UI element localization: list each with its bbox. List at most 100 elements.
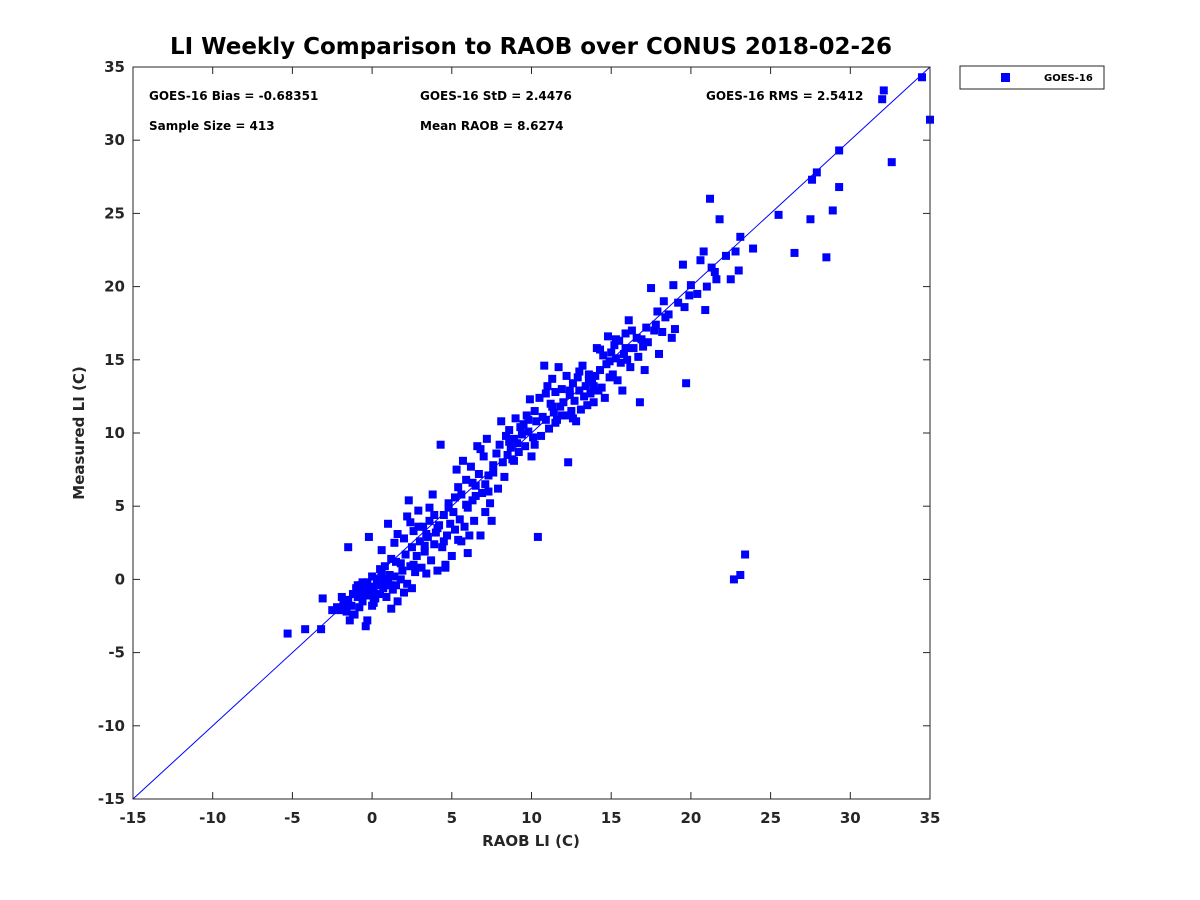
data-point xyxy=(390,538,399,547)
data-point xyxy=(433,566,442,575)
data-point xyxy=(604,332,613,341)
data-point xyxy=(401,550,410,559)
data-point xyxy=(422,569,431,578)
data-point xyxy=(618,386,627,395)
data-point xyxy=(393,597,402,606)
data-point xyxy=(356,590,365,599)
x-axis-label: RAOB LI (C) xyxy=(482,832,580,850)
data-point xyxy=(372,581,381,590)
data-point xyxy=(790,248,799,257)
data-point xyxy=(427,556,436,565)
data-point xyxy=(626,363,635,372)
data-point xyxy=(344,543,353,552)
data-point xyxy=(509,456,518,465)
y-tick-label: 0 xyxy=(115,570,125,588)
data-point xyxy=(463,549,472,558)
data-point xyxy=(597,383,606,392)
one-to-one-line xyxy=(132,66,931,800)
data-point xyxy=(481,480,490,489)
data-point xyxy=(449,508,458,517)
data-point xyxy=(419,522,428,531)
data-point xyxy=(390,572,399,581)
y-tick-label: 5 xyxy=(115,497,125,515)
data-point xyxy=(392,581,401,590)
data-point xyxy=(812,168,821,177)
data-point xyxy=(417,563,426,572)
data-point xyxy=(693,289,702,298)
data-point xyxy=(529,433,538,442)
data-point xyxy=(420,541,429,550)
data-point xyxy=(524,415,533,424)
data-point xyxy=(570,396,579,405)
data-point xyxy=(749,244,758,253)
data-point xyxy=(659,297,668,306)
data-point xyxy=(443,531,452,540)
data-point xyxy=(511,414,520,423)
data-point xyxy=(635,398,644,407)
y-tick-label: -5 xyxy=(108,644,125,662)
x-tick-label: -5 xyxy=(284,809,301,827)
data-point xyxy=(462,500,471,509)
x-tick-label: -10 xyxy=(199,809,226,827)
data-point xyxy=(406,518,415,527)
data-point xyxy=(388,585,397,594)
data-point xyxy=(527,452,536,461)
data-point xyxy=(653,307,662,316)
data-point xyxy=(470,516,479,525)
data-point xyxy=(489,461,498,470)
data-point xyxy=(685,291,694,300)
data-point xyxy=(361,622,370,631)
data-point xyxy=(721,251,730,260)
data-point xyxy=(637,335,646,344)
data-point xyxy=(411,568,420,577)
stats-annotations: GOES-16 Bias = -0.68351 GOES-16 StD = 2.… xyxy=(149,89,863,133)
data-point xyxy=(519,420,528,429)
data-point xyxy=(619,349,628,358)
data-point xyxy=(522,411,531,420)
data-point xyxy=(344,595,353,604)
data-point xyxy=(578,361,587,370)
data-point xyxy=(680,303,689,312)
data-point xyxy=(409,527,418,536)
y-axis-label: Measured LI (C) xyxy=(70,366,88,499)
data-point xyxy=(446,519,455,528)
data-point xyxy=(806,215,815,224)
data-point xyxy=(420,547,429,556)
data-point xyxy=(586,389,595,398)
data-point xyxy=(918,73,927,82)
y-tick-label: 30 xyxy=(104,131,125,149)
data-point xyxy=(513,439,522,448)
data-point xyxy=(462,475,471,484)
data-point xyxy=(486,499,495,508)
data-point xyxy=(562,371,571,380)
data-point xyxy=(610,341,619,350)
data-point xyxy=(363,616,372,625)
data-point xyxy=(385,581,394,590)
data-point xyxy=(494,484,503,493)
data-point xyxy=(465,531,474,540)
data-point xyxy=(439,537,448,546)
data-point xyxy=(611,335,620,344)
data-point xyxy=(371,594,380,603)
data-point xyxy=(699,247,708,256)
data-point xyxy=(403,579,412,588)
data-point xyxy=(428,490,437,499)
data-point xyxy=(581,382,590,391)
data-point xyxy=(678,260,687,269)
chart-title: LI Weekly Comparison to RAOB over CONUS … xyxy=(170,34,892,60)
data-point xyxy=(537,431,546,440)
data-point xyxy=(517,430,526,439)
data-point xyxy=(568,414,577,423)
data-point xyxy=(495,440,504,449)
data-point xyxy=(425,516,434,525)
data-point xyxy=(283,629,292,638)
stat-mean-raob: Mean RAOB = 8.6274 xyxy=(420,119,564,133)
legend-box xyxy=(959,65,1105,90)
data-point xyxy=(376,565,385,574)
data-point xyxy=(616,358,625,367)
data-point xyxy=(584,370,593,379)
data-point xyxy=(808,175,817,184)
data-point xyxy=(441,563,450,572)
data-point xyxy=(878,95,887,104)
legend: GOES-16 xyxy=(959,65,1105,90)
